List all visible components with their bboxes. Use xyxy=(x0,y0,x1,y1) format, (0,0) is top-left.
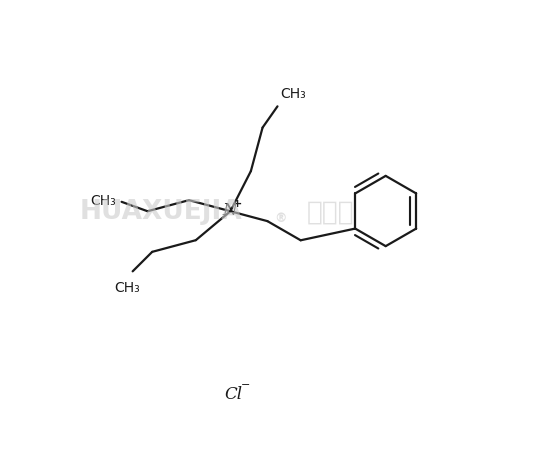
Text: +: + xyxy=(233,199,242,209)
Text: ®: ® xyxy=(274,212,287,225)
Text: 化学加: 化学加 xyxy=(307,199,355,225)
Text: CH₃: CH₃ xyxy=(90,193,116,207)
Text: CH₃: CH₃ xyxy=(280,86,306,101)
Text: −: − xyxy=(240,379,250,389)
Text: CH₃: CH₃ xyxy=(114,281,140,295)
Text: N: N xyxy=(222,202,237,219)
Text: Cl: Cl xyxy=(224,385,242,402)
Text: HUAXUEJIA: HUAXUEJIA xyxy=(80,199,242,225)
